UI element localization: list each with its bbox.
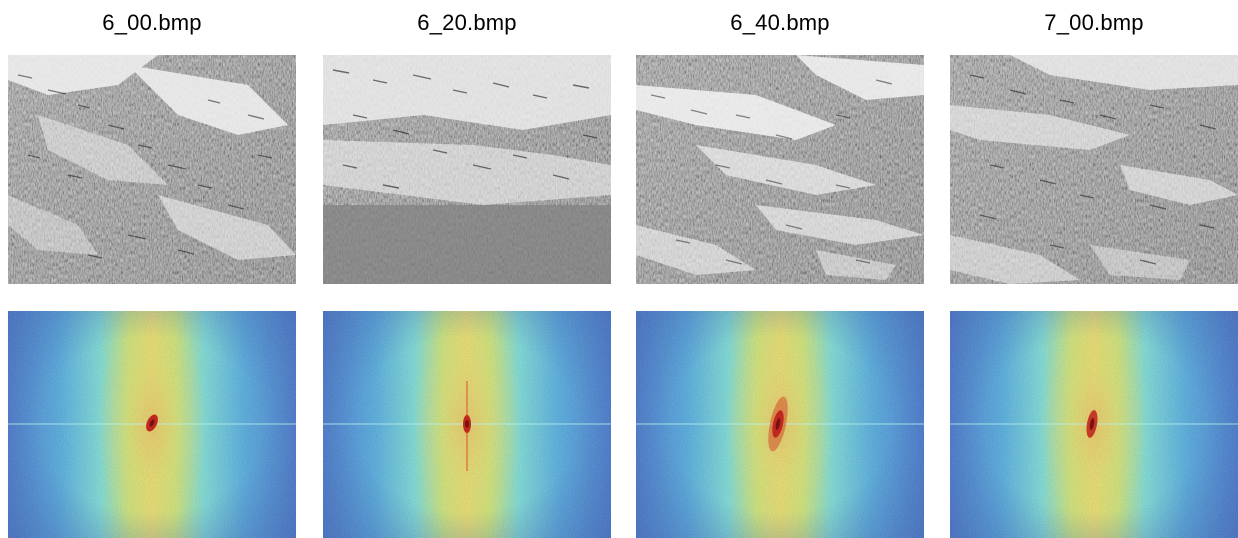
fft-spectrum-image (323, 311, 611, 538)
sea-surface-photo (950, 55, 1238, 284)
panel-title: 6_40.bmp (730, 10, 830, 35)
fft-spectrum-image (8, 311, 296, 538)
fft-spectrum-image (636, 311, 924, 538)
panel-title: 7_00.bmp (1044, 10, 1144, 35)
panel-title: 6_20.bmp (417, 10, 517, 35)
sea-surface-photo (323, 55, 611, 284)
sea-surface-photo (636, 55, 924, 284)
panel-6-20: 6_20.bmp (323, 0, 611, 538)
panel-6-00: 6_00.bmp (8, 0, 296, 538)
fft-spectrum-image (950, 311, 1238, 538)
sea-surface-photo (8, 55, 296, 284)
panel-6-40: 6_40.bmp (636, 0, 924, 538)
panel-title: 6_00.bmp (102, 10, 202, 35)
panel-7-00: 7_00.bmp (950, 0, 1238, 538)
